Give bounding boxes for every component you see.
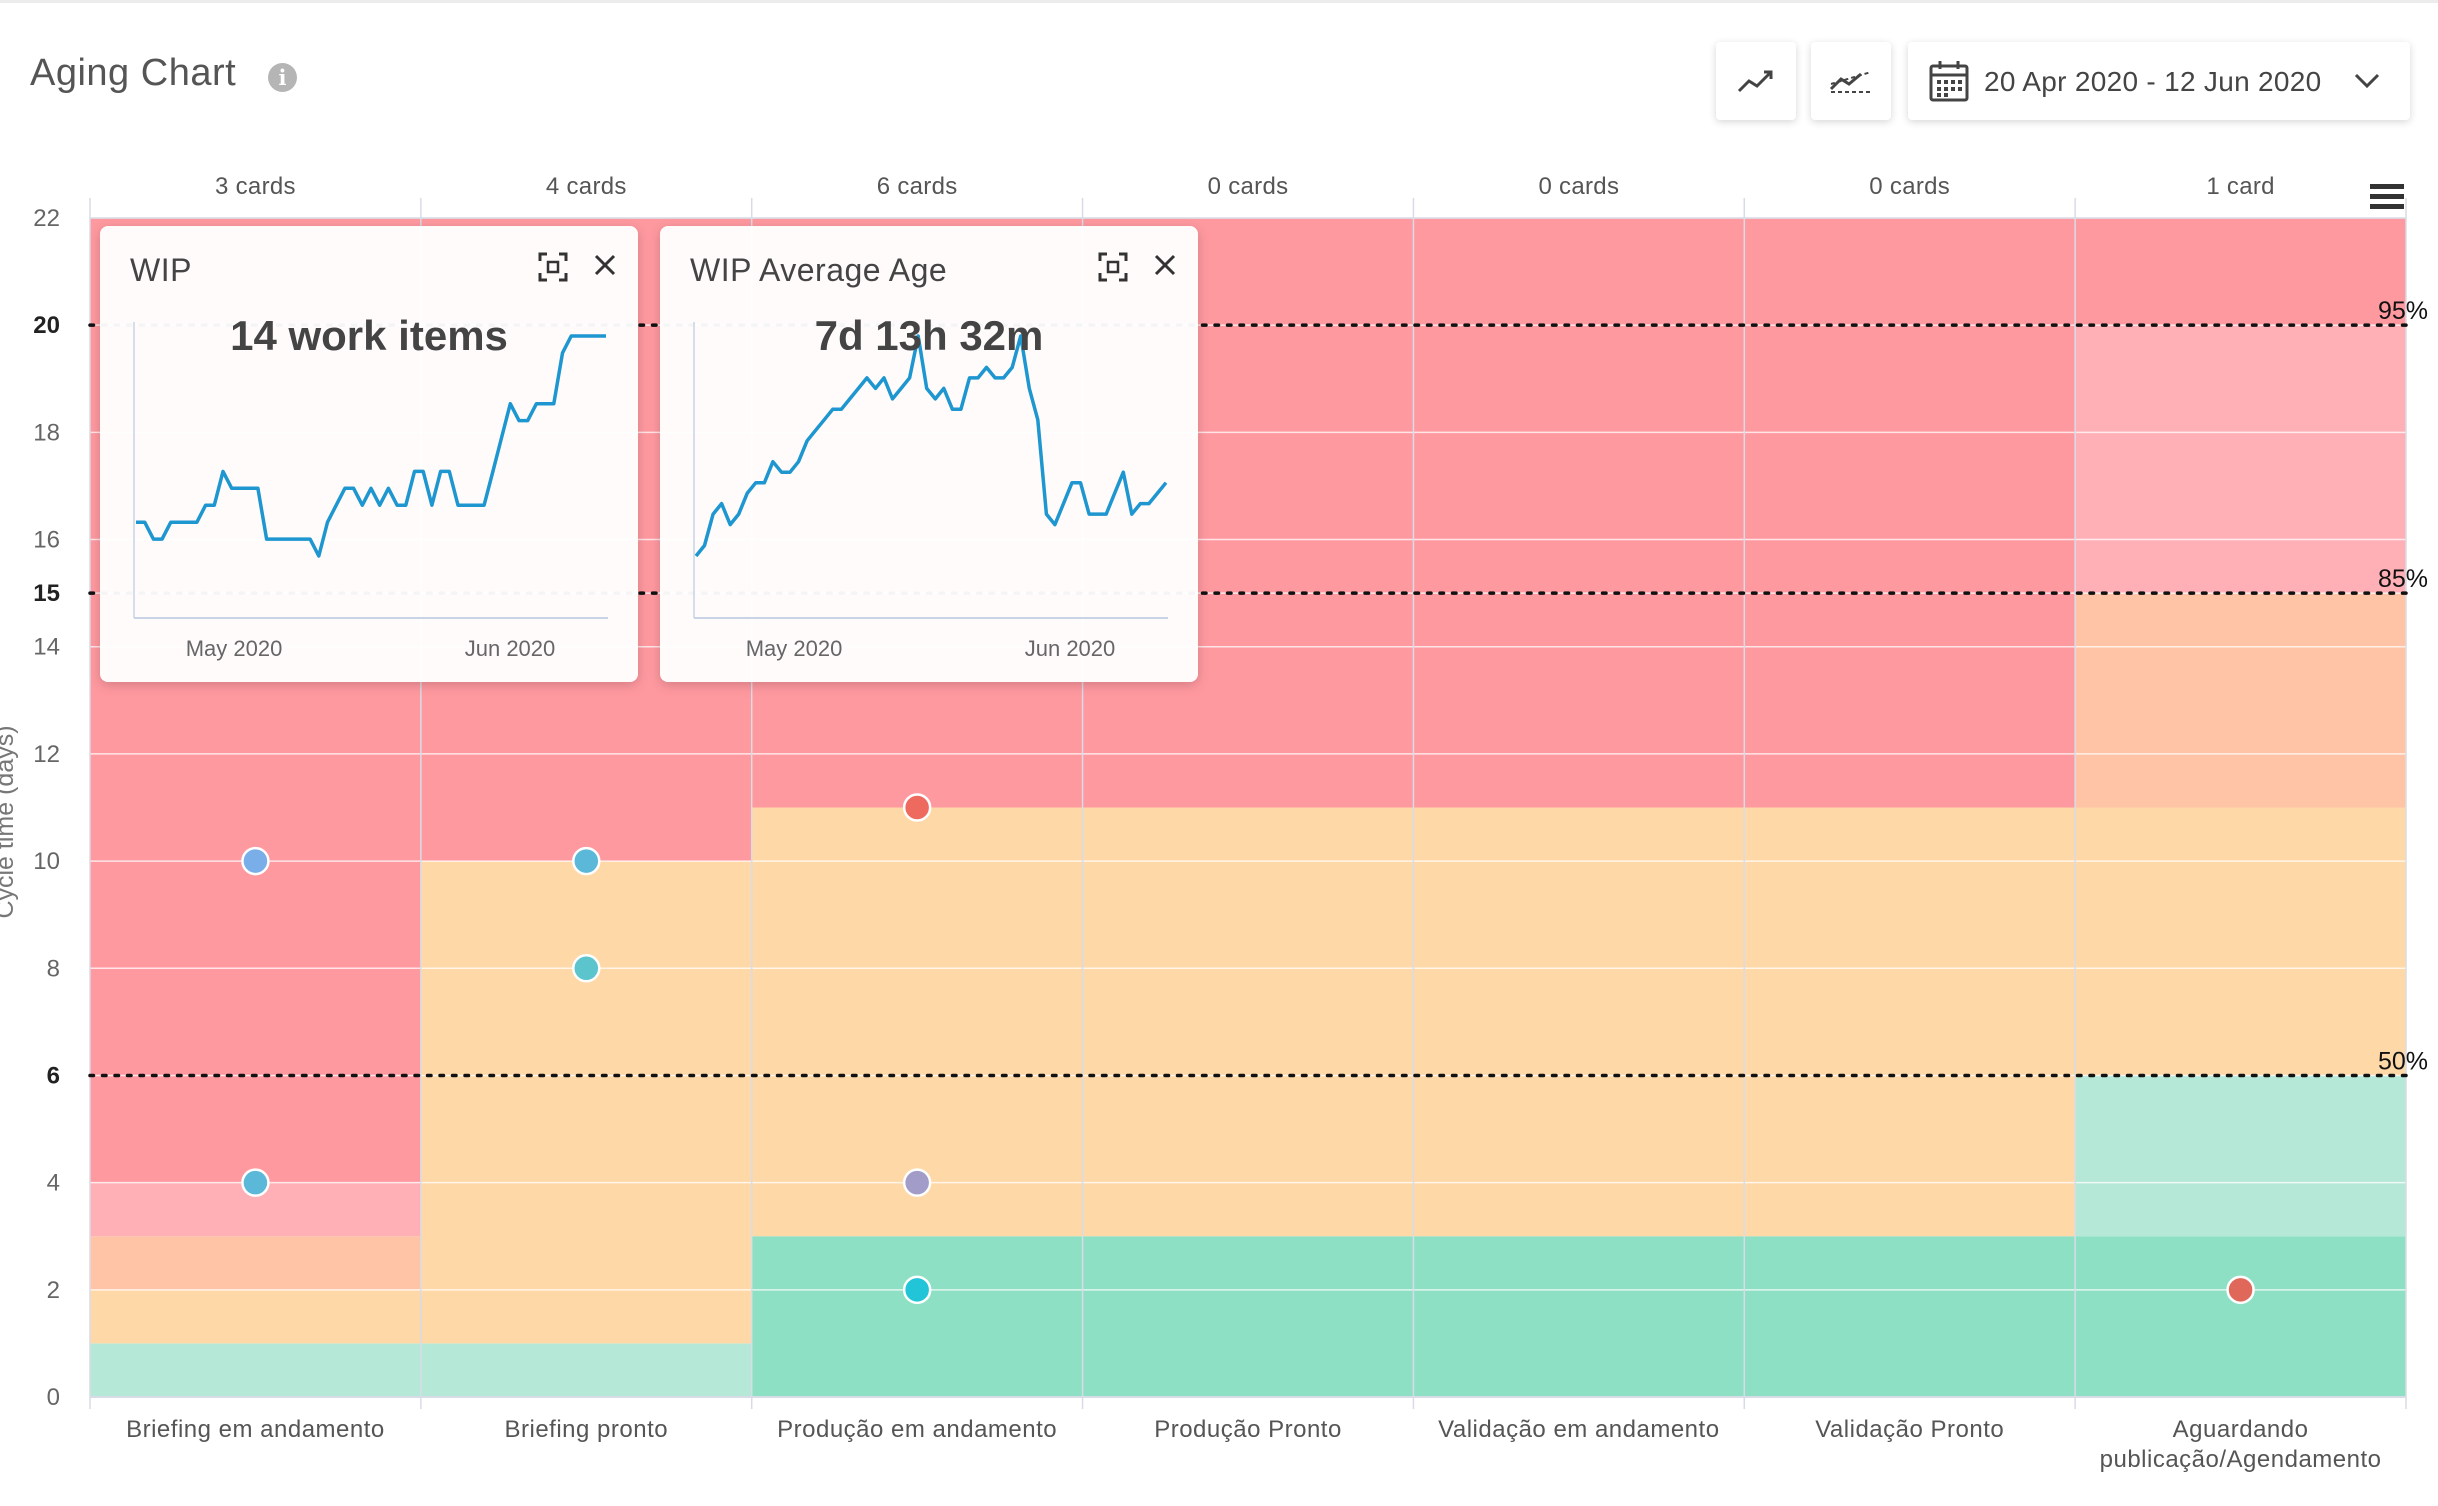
sparkline-series bbox=[136, 334, 606, 558]
sparkline-series bbox=[694, 334, 1168, 558]
card-point[interactable] bbox=[902, 793, 932, 822]
zone-band bbox=[2075, 1236, 2406, 1397]
card-count-label: 6 cards bbox=[877, 173, 958, 200]
zone-band bbox=[2075, 807, 2406, 1076]
date-range-picker[interactable]: 20 Apr 2020 - 12 Jun 2020 bbox=[1908, 42, 2410, 120]
zone-band bbox=[1413, 1236, 1745, 1397]
x-category-label: publicação/Agendamento bbox=[2100, 1446, 2382, 1473]
y-tick-label: 4 bbox=[47, 1170, 60, 1197]
wip-card-value: 14 work items bbox=[230, 312, 508, 359]
wip-average-age-sparkline: May 2020 Jun 2020 bbox=[693, 322, 1168, 661]
close-icon[interactable] bbox=[588, 248, 622, 282]
card-count-label: 3 cards bbox=[215, 173, 296, 200]
wip-average-age-card-title: WIP Average Age bbox=[690, 252, 948, 288]
trend-forecast-button[interactable] bbox=[1811, 42, 1891, 120]
percentile-label: 95% bbox=[2378, 297, 2428, 325]
y-axis: 0 2 4 6 8 10 12 14 15 16 18 20 22 bbox=[33, 205, 60, 1411]
card-point[interactable] bbox=[572, 846, 601, 876]
wip-average-age-card: May 2020 Jun 2020 WIP Average Age 7d 13h … bbox=[660, 226, 1198, 682]
chevron-down-icon bbox=[2354, 73, 2380, 89]
trend-line-button[interactable] bbox=[1716, 42, 1796, 120]
card-count-label: 0 cards bbox=[1208, 173, 1289, 200]
zone-band bbox=[751, 807, 1083, 1237]
card-count-label: 1 card bbox=[2206, 173, 2275, 200]
y-tick-label: 0 bbox=[47, 1384, 60, 1411]
wip-sparkline: May 2020 Jun 2020 bbox=[133, 322, 608, 661]
y-tick-label: 22 bbox=[33, 205, 60, 232]
page-header: Aging Chart i 20 Apr 2020 - 12 Jun 2020 bbox=[0, 0, 2438, 150]
zone-band bbox=[420, 861, 752, 1344]
y-tick-label: 2 bbox=[47, 1277, 60, 1304]
x-category-label: Validação Pronto bbox=[1815, 1416, 2004, 1443]
point-layer bbox=[241, 793, 2255, 1305]
zone-layer bbox=[90, 218, 2406, 1397]
y-tick-label: 10 bbox=[33, 848, 60, 875]
expand-icon[interactable] bbox=[1098, 252, 1128, 282]
card-point[interactable] bbox=[572, 954, 601, 983]
y-tick-label: 6 bbox=[47, 1062, 60, 1089]
card-point[interactable] bbox=[241, 1168, 270, 1197]
expand-icon[interactable] bbox=[538, 252, 568, 282]
percentile-label: 50% bbox=[2378, 1047, 2428, 1075]
zone-band bbox=[1744, 218, 2076, 808]
x-category-label: Validação em andamento bbox=[1438, 1416, 1719, 1443]
zone-band bbox=[1744, 1236, 2076, 1397]
x-category-label: Briefing pronto bbox=[504, 1416, 668, 1443]
zone-band bbox=[90, 1343, 421, 1397]
x-category-label: Produção Pronto bbox=[1154, 1416, 1342, 1443]
card-point[interactable] bbox=[902, 1168, 932, 1197]
y-tick-label: 8 bbox=[47, 955, 60, 982]
wip-card-title: WIP bbox=[130, 252, 192, 288]
y-tick-label: 12 bbox=[33, 741, 60, 768]
date-range-text: 20 Apr 2020 - 12 Jun 2020 bbox=[1984, 66, 2322, 97]
zone-band bbox=[2075, 1075, 2406, 1237]
card-count-label: 0 cards bbox=[1538, 173, 1619, 200]
x-category-label: Aguardando bbox=[2173, 1416, 2309, 1443]
card-point[interactable] bbox=[2226, 1275, 2255, 1305]
wip-average-age-card-value: 7d 13h 32m bbox=[814, 312, 1044, 359]
zone-band bbox=[90, 1289, 421, 1344]
y-tick-label: 15 bbox=[33, 580, 60, 607]
chart-menu-icon[interactable] bbox=[2365, 178, 2405, 218]
zone-band bbox=[1413, 807, 1745, 1237]
zone-band bbox=[420, 1343, 752, 1397]
y-tick-label: 20 bbox=[33, 312, 60, 339]
x-category-label: Produção em andamento bbox=[777, 1416, 1057, 1443]
card-count-label: 4 cards bbox=[546, 173, 627, 200]
y-tick-label: 18 bbox=[33, 419, 60, 446]
zone-band bbox=[1082, 807, 1414, 1237]
zone-band bbox=[1082, 1236, 1414, 1397]
x-axis: Briefing em andamento Briefing pronto Prod… bbox=[126, 1416, 2381, 1473]
card-point[interactable] bbox=[902, 1275, 932, 1305]
zone-band bbox=[1413, 218, 1745, 808]
card-point[interactable] bbox=[241, 846, 270, 876]
y-tick-label: 16 bbox=[33, 527, 60, 554]
close-icon[interactable] bbox=[1148, 248, 1182, 282]
percentile-label: 85% bbox=[2378, 565, 2428, 593]
sparkline-x-label: May 2020 bbox=[746, 636, 843, 661]
y-axis-label: Cycle time (days) bbox=[0, 725, 19, 918]
aging-chart: 95% 85% 50% 0 2 4 6 8 10 12 14 15 16 18 20 22 Briefing… bbox=[0, 173, 2428, 1473]
sparkline-x-label: Jun 2020 bbox=[465, 636, 556, 661]
zone-band bbox=[751, 1236, 1083, 1397]
top-divider bbox=[0, 0, 2438, 3]
zone-band bbox=[90, 1236, 421, 1290]
calendar-icon bbox=[1929, 61, 1969, 102]
page-title: Aging Chart bbox=[30, 52, 237, 94]
y-tick-label: 14 bbox=[33, 634, 60, 661]
x-category-label: Briefing em andamento bbox=[126, 1416, 385, 1443]
trend-line-icon bbox=[1737, 70, 1773, 93]
wip-card: May 2020 Jun 2020 WIP 14 work items bbox=[100, 226, 638, 682]
card-count-row: 3 cards 4 cards 6 cards 0 cards 0 cards 0 car… bbox=[215, 173, 2275, 200]
trend-forecast-icon bbox=[1829, 71, 1872, 93]
zone-band bbox=[2075, 218, 2406, 326]
card-count-label: 0 cards bbox=[1869, 173, 1950, 200]
sparkline-x-label: May 2020 bbox=[186, 636, 283, 661]
zone-band bbox=[2075, 593, 2406, 808]
zone-band bbox=[1744, 807, 2076, 1237]
info-icon[interactable]: i bbox=[268, 63, 297, 92]
sparkline-x-label: Jun 2020 bbox=[1025, 636, 1116, 661]
zone-band bbox=[2075, 325, 2406, 594]
